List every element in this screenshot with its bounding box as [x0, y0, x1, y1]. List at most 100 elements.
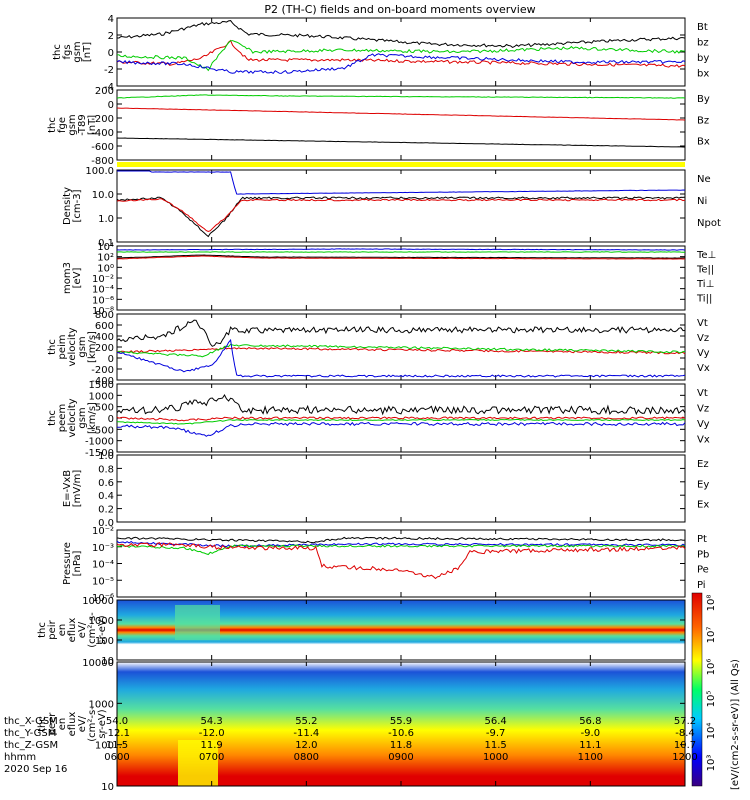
y-tick-label: 10⁻⁶ [92, 593, 114, 604]
peir-patch [175, 605, 220, 640]
y-tick-label: 200 [95, 343, 114, 354]
trace-pt [116, 536, 686, 544]
legend-fgs-3: bx [697, 69, 709, 80]
x-tick-label: 12.0 [295, 740, 317, 751]
x-tick-label: 55.9 [390, 716, 412, 727]
trace-peem-vy [117, 418, 686, 425]
x-tick-label: -11.4 [293, 728, 319, 739]
trace-fge-by [116, 94, 686, 99]
x-row-label: thc_Y-GSM [4, 728, 56, 739]
trace-by [116, 40, 686, 72]
y-axis-label: eV/ [77, 715, 88, 732]
legend-peim-2: Vy [697, 348, 710, 359]
legend-dens-0: Ne [697, 174, 711, 185]
panel-efield: 1.0 0.8 0.6 0.4 0.2 0.0 E=-VxB [mV/m] Ez Ey Ex [62, 451, 709, 529]
trace-ne [116, 198, 686, 233]
colorbar-label: [eV/(cm2-s-sr-eV)] (All Qs) [730, 659, 741, 790]
y-axis-label: (cm²-s- [87, 612, 98, 648]
legend-efield-2: Ex [697, 500, 709, 511]
y-tick-label: 0 [108, 100, 114, 111]
x-tick-label: -10.6 [388, 728, 414, 739]
x-tick-label: 56.8 [579, 716, 601, 727]
trace-bx [116, 53, 686, 75]
x-tick-label: 11.9 [201, 740, 223, 751]
x-tick-label: 0800 [294, 752, 319, 763]
y-tick-label: 10⁻² [92, 526, 114, 537]
y-tick-label: 2 [108, 31, 114, 42]
colorbar-scale [691, 592, 703, 787]
y-axis-label: en [57, 624, 68, 637]
y-axis-label: thc [37, 622, 48, 638]
x-tick-label: 57.2 [674, 716, 696, 727]
y-axis-label: [nPa] [72, 550, 83, 576]
legend-press-3: Pi [697, 580, 706, 591]
legend-peem-0: Vt [697, 388, 708, 399]
x-tick-label: 54.3 [201, 716, 223, 727]
legend-temp-2: Ti⊥ [696, 279, 714, 290]
y-tick-label: -600 [91, 142, 114, 153]
trace-ni [116, 196, 686, 238]
y-tick-label: 1000 [89, 699, 114, 710]
y-tick-label: 10⁻³ [92, 543, 114, 554]
y-axis-label: Pressure [62, 542, 73, 585]
legend-peim-3: Vx [697, 363, 710, 374]
x-tick-label: 10.7 [674, 740, 696, 751]
legend-press-1: Pb [697, 549, 709, 560]
y-tick-label: -200 [91, 114, 114, 125]
y-axis-label: -T89 [77, 114, 88, 136]
y-axis-label: velocity [67, 327, 78, 366]
y-axis-label: E=-VxB [62, 470, 73, 507]
y-tick-label: 100.0 [85, 166, 114, 177]
legend-temp-3: Ti|| [696, 294, 712, 305]
y-axis-label: thc [47, 410, 58, 426]
colorbar-tick-label: 10⁸ [706, 595, 717, 612]
colorbar-tick-label: 10⁵ [706, 691, 717, 708]
trace-te-perp [116, 255, 686, 260]
x-tick-label: 0600 [104, 752, 129, 763]
trace-peem-vt [116, 394, 686, 416]
trace-bt [117, 20, 686, 48]
y-axis-label: (cm²-s- [87, 706, 98, 742]
y-tick-label: 1500 [89, 380, 114, 391]
y-axis-label: fgs [62, 44, 73, 59]
panel-frame [116, 89, 686, 161]
trace-npot [117, 170, 686, 195]
x-tick-label: 0700 [199, 752, 224, 763]
y-tick-label: 200 [95, 86, 114, 97]
y-tick-label: -1500 [85, 448, 114, 459]
panel-frame [116, 454, 686, 523]
trace-pi [116, 540, 686, 548]
y-tick-label: 10 [101, 782, 114, 793]
legend-peim-0: Vt [697, 318, 708, 329]
y-axis-label: gsm [67, 114, 78, 135]
trace-bz [116, 39, 686, 68]
y-tick-label: 10⁴ [97, 242, 114, 253]
y-tick-label: 10.0 [92, 190, 114, 201]
y-tick-label: 0 [108, 48, 114, 59]
x-tick-label: -9.7 [486, 728, 506, 739]
colorbar-tick-label: 10⁷ [706, 627, 717, 644]
y-tick-label: 4 [108, 14, 114, 25]
legend-temp-1: Te|| [696, 265, 714, 276]
x-tick-label: 11.5 [106, 740, 128, 751]
x-row-label: thc_Z-GSM [4, 740, 58, 751]
y-tick-label: 1000 [89, 616, 114, 627]
trace-fge-bx [116, 137, 686, 148]
legend-fge-2: Bx [697, 137, 710, 148]
y-tick-label: -2 [104, 65, 114, 76]
y-tick-label: 1.0 [98, 451, 114, 462]
y-axis-label: eV/ [77, 621, 88, 638]
x-tick-label: 1000 [483, 752, 508, 763]
legend-press-2: Pe [697, 565, 709, 576]
y-axis-label: velocity [67, 398, 78, 437]
legend-dens-1: Ni [697, 196, 707, 207]
y-axis-label: [eV] [72, 268, 83, 289]
legend-temp-0: Te⊥ [696, 250, 716, 261]
legend-fge-1: Bz [697, 115, 709, 126]
y-axis-label: gsm [77, 336, 88, 357]
trace-peim-vt [116, 319, 686, 347]
y-axis-label: thc [47, 117, 58, 133]
panel-fge: 200 0 -200 -400 -600 -800 thc fge gsm -T89 [nT] By B… [47, 86, 710, 167]
